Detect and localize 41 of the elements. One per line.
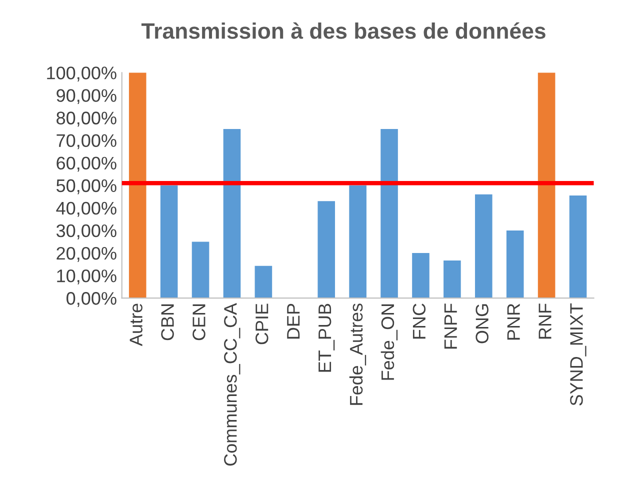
x-tick-label: DEP [287,304,300,339]
y-tick-label: 100,00% [47,66,116,82]
y-tick-label: 80,00% [56,112,116,127]
bar [128,72,146,298]
y-tick-label: 50,00% [56,179,116,194]
bar [223,129,241,298]
x-tick-label: Fede_ON [380,304,398,380]
y-tick-label: 0,00% [66,292,116,307]
bar [569,196,587,298]
x-tick-label: CPIE [256,304,268,344]
y-tick-label: 70,00% [56,134,116,150]
x-tick-label: FNC [412,304,426,339]
y-tick-label: 60,00% [56,156,116,172]
x-tick-label: FNPF [444,304,457,349]
x-tick-label: Fede_Autres [349,304,366,405]
x-tick-label: Autre [130,304,142,346]
bar [412,253,430,298]
x-tick-label: ET_PUB [318,304,335,372]
x-tick-label: CBN [161,304,174,340]
bar [380,129,398,298]
y-tick-label: 90,00% [56,89,116,104]
y-tick-label: 40,00% [56,202,116,217]
y-tick-label: 30,00% [56,224,116,240]
x-tick-label: CEN [192,304,206,340]
bar [349,185,366,298]
bar [192,242,210,298]
y-tick-label: 10,00% [57,269,116,284]
bar [160,185,178,298]
x-tick-label: RNF [538,304,552,339]
x-tick-label: Communes_CC_CA [224,302,240,466]
x-tick-label: ONG [476,304,488,344]
bar [474,194,492,298]
x-tick-label: SYND_MIXT [570,303,586,406]
bar [538,72,556,298]
chart-title: Transmission à des bases de données [141,22,546,39]
bar [254,266,272,298]
bar [506,230,524,298]
x-tick-label: PNR [507,304,520,340]
y-tick-label: 20,00% [56,246,116,262]
bar [318,201,336,298]
bar [444,260,461,298]
